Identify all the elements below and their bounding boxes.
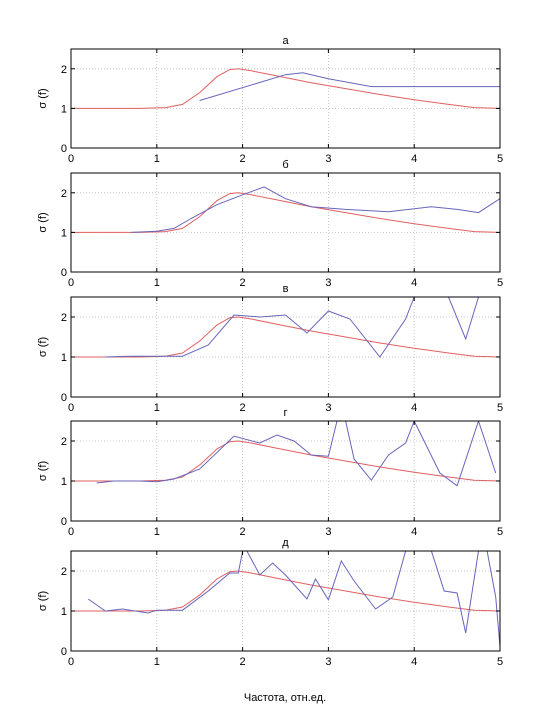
chart-panel-2: 0 1 2 3 4 5 0 1 2 б σ (f) <box>37 159 503 289</box>
plot-frame <box>70 296 501 398</box>
y-tick-label: 0 <box>61 516 67 528</box>
x-tick-label: 4 <box>411 526 417 538</box>
y-axis-label: σ (f) <box>37 591 49 611</box>
x-tick-label: 0 <box>68 402 74 414</box>
x-tick-label: 3 <box>325 656 331 668</box>
x-axis-label: Частота, отн.ед. <box>244 692 326 704</box>
y-tick-label: 0 <box>61 267 67 279</box>
y-tick-label: 0 <box>61 646 67 658</box>
plot-frame <box>70 420 501 522</box>
plot-frame <box>70 48 501 149</box>
x-tick-label: 4 <box>411 277 417 289</box>
y-tick-label: 1 <box>61 606 67 618</box>
x-tick-label: 5 <box>497 402 503 414</box>
x-tick-label: 2 <box>240 526 246 538</box>
chart-title: д <box>282 537 289 549</box>
chart-panel-4: 0 1 2 3 4 5 0 1 2 г σ (f) <box>37 407 503 538</box>
series-line-measured <box>96 421 497 487</box>
x-tick-label: 5 <box>497 656 503 668</box>
x-tick-label: 3 <box>325 526 331 538</box>
chart-title: а <box>282 35 289 47</box>
y-tick-label: 2 <box>61 64 67 76</box>
series-line-measured <box>131 186 500 233</box>
y-tick-label: 0 <box>61 392 67 404</box>
x-tick-label: 3 <box>325 402 331 414</box>
x-tick-label: 1 <box>154 656 160 668</box>
x-tick-label: 3 <box>325 277 331 289</box>
y-tick-label: 2 <box>61 566 67 578</box>
plot-frame <box>70 550 501 652</box>
x-tick-label: 2 <box>240 656 246 668</box>
y-tick-label: 1 <box>61 352 67 364</box>
x-tick-label: 0 <box>68 526 74 538</box>
x-tick-label: 5 <box>497 153 503 165</box>
chart-panel-3: 0 1 2 3 4 5 0 1 2 в σ (f) <box>37 283 503 414</box>
chart-title: г <box>283 407 287 419</box>
y-tick-label: 2 <box>61 312 67 324</box>
series-line-measured <box>105 297 479 358</box>
chart-panel-5: 0 1 2 3 4 5 0 1 2 д σ (f) <box>37 537 503 668</box>
y-tick-label: 1 <box>61 103 67 115</box>
x-tick-label: 2 <box>240 402 246 414</box>
y-tick-label: 1 <box>61 227 67 239</box>
x-tick-label: 5 <box>497 277 503 289</box>
chart-panel-1: 0 1 2 3 4 5 0 1 2 а σ (f) <box>37 35 503 165</box>
y-axis-label: σ (f) <box>37 212 49 232</box>
series-line-reference <box>71 316 500 358</box>
series-line-reference <box>71 570 500 612</box>
y-axis-label: σ (f) <box>37 461 49 481</box>
x-tick-label: 4 <box>411 402 417 414</box>
x-tick-label: 1 <box>154 153 160 165</box>
series-line-reference <box>71 440 500 482</box>
y-tick-label: 0 <box>61 143 67 155</box>
x-tick-label: 0 <box>68 656 74 668</box>
chart-title: в <box>283 283 289 295</box>
series-line-measured <box>87 551 500 648</box>
y-tick-label: 1 <box>61 476 67 488</box>
x-tick-label: 3 <box>325 153 331 165</box>
panels: 0 1 2 3 4 5 0 1 2 а σ (f) 0 1 2 3 4 5 0 1 2 б σ (f) 0 1 2 3 4 5 0 1 2 в… <box>37 35 503 668</box>
x-tick-label: 1 <box>154 402 160 414</box>
x-tick-label: 1 <box>154 277 160 289</box>
series-line-reference <box>71 68 500 109</box>
plot-frame <box>70 172 501 273</box>
y-axis-label: σ (f) <box>37 88 49 108</box>
y-tick-label: 2 <box>61 436 67 448</box>
x-tick-label: 0 <box>68 277 74 289</box>
series-line-measured <box>199 72 500 101</box>
y-tick-label: 2 <box>61 188 67 200</box>
x-tick-label: 2 <box>240 277 246 289</box>
x-tick-label: 5 <box>497 526 503 538</box>
x-tick-label: 1 <box>154 526 160 538</box>
x-tick-label: 0 <box>68 153 74 165</box>
y-axis-label: σ (f) <box>37 337 49 357</box>
x-tick-label: 4 <box>411 656 417 668</box>
chart-title: б <box>282 159 288 171</box>
x-tick-label: 4 <box>411 153 417 165</box>
x-tick-label: 2 <box>240 153 246 165</box>
